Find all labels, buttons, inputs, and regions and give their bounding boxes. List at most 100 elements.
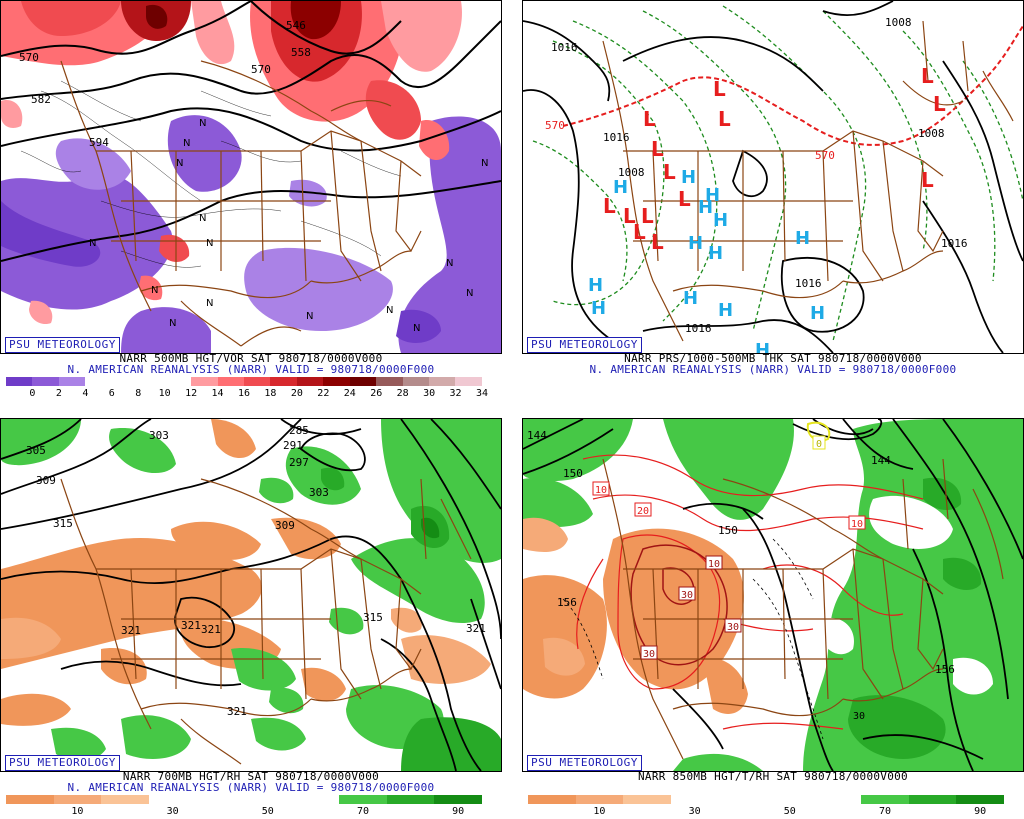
colorbar-swatch xyxy=(376,377,403,386)
low-pressure-symbol: L xyxy=(678,187,691,211)
colorbar-swatch xyxy=(908,795,957,804)
panel-pressure-thickness: 1016 1008 1016 1008 1016 1008 1016 1016 … xyxy=(522,0,1024,400)
colorbar-tick-label: 24 xyxy=(343,388,356,399)
high-pressure-symbol: H xyxy=(713,210,728,231)
height-label: 144 xyxy=(527,429,547,442)
height-label: 321 xyxy=(201,623,221,636)
colorbar-swatch xyxy=(32,377,59,386)
vort-min-symbol: N xyxy=(199,213,206,224)
map-850mb-hgt-t-rh: 144 150 144 150 156 156 0 10 20 10 10 30 xyxy=(522,418,1024,772)
thickness-label: 570 xyxy=(815,149,835,162)
height-label: 309 xyxy=(275,519,295,532)
panel-700mb-rh: 303 305 309 291 297 285 303 315 309 321 … xyxy=(0,418,502,818)
high-pressure-symbol: H xyxy=(705,185,720,206)
colorbar-tick-label: 70 xyxy=(878,806,892,817)
colorbar-tick-label: 6 xyxy=(108,388,115,399)
colorbar-swatch xyxy=(386,795,435,804)
height-label: 150 xyxy=(718,524,738,537)
isotherm-label: 30 xyxy=(681,590,693,601)
product-caption: NARR PRS/1000-500MB THK SAT 980718/0000V… xyxy=(624,352,922,365)
vort-contour-label: 570 xyxy=(251,63,271,76)
high-pressure-symbol: H xyxy=(755,340,770,353)
colorbar-swatch xyxy=(956,795,1004,804)
height-label: 321 xyxy=(466,622,486,635)
colorbar-swatch xyxy=(861,795,909,804)
vort-min-symbol: N xyxy=(199,118,206,129)
psu-logo-label: PSU METEOROLOGY xyxy=(527,755,642,771)
colorbar-swatch xyxy=(6,377,33,386)
vort-min-symbol: N xyxy=(206,298,213,309)
psu-logo-label: PSU METEOROLOGY xyxy=(527,337,642,353)
colorbar-tick-label: 18 xyxy=(264,388,277,399)
isobar-label: 1008 xyxy=(918,127,945,140)
height-label: 315 xyxy=(363,611,383,624)
isotherm-label: 30 xyxy=(853,711,865,722)
vort-contour-label: 594 xyxy=(89,136,109,149)
colorbar-tick-label: 26 xyxy=(370,388,383,399)
height-label: 309 xyxy=(36,474,56,487)
vort-min-symbol: N xyxy=(413,323,420,334)
low-pressure-symbol: L xyxy=(713,77,726,101)
colorbar-swatch xyxy=(191,377,218,386)
height-label: 144 xyxy=(871,454,891,467)
colorbar-tick-label: 28 xyxy=(396,388,409,399)
vort-min-symbol: N xyxy=(386,305,393,316)
low-pressure-symbol: L xyxy=(933,92,946,116)
high-pressure-symbol: H xyxy=(810,303,825,324)
height-label: 321 xyxy=(227,705,247,718)
vort-min-symbol: N xyxy=(169,318,176,329)
isotherm-label: 20 xyxy=(637,506,649,517)
low-pressure-symbol: L xyxy=(921,64,934,88)
colorbar-tick-label: 10 xyxy=(71,806,84,817)
vort-contour-label: 570 xyxy=(19,51,39,64)
high-pressure-symbol: H xyxy=(718,300,733,321)
height-label: 291 xyxy=(283,439,303,452)
isotherm-label: 0 xyxy=(816,439,822,450)
high-pressure-symbol: H xyxy=(698,197,713,218)
psu-logo-label: PSU METEOROLOGY xyxy=(5,337,120,353)
colorbar-swatch xyxy=(6,795,54,804)
high-pressure-symbol: H xyxy=(588,275,603,296)
valid-caption: N. AMERICAN REANALYSIS (NARR) VALID = 98… xyxy=(67,781,435,794)
height-label: 297 xyxy=(289,456,309,469)
colorbar-tick-label: 30 xyxy=(423,388,436,399)
vort-min-symbol: N xyxy=(183,138,190,149)
vort-min-symbol: N xyxy=(176,158,183,169)
high-pressure-symbol: H xyxy=(591,298,606,319)
vort-contour-label: 546 xyxy=(286,19,306,32)
colorbar-tick-label: 50 xyxy=(783,806,796,817)
vort-min-symbol: N xyxy=(89,238,96,249)
panel-500mb-vorticity: 570 582 594 546 558 570 N N N N N N N N … xyxy=(0,0,502,400)
vort-min-symbol: N xyxy=(481,158,488,169)
colorbar-swatch xyxy=(243,377,271,386)
colorbar-tick-label: 10 xyxy=(593,806,606,817)
product-caption: NARR 700MB HGT/RH SAT 980718/0000V000 xyxy=(122,770,380,783)
vorticity-colorbar xyxy=(6,377,482,386)
height-label: 303 xyxy=(149,429,169,442)
colorbar-swatch xyxy=(58,377,86,386)
colorbar-swatch xyxy=(270,377,297,386)
isobar-label: 1016 xyxy=(795,277,822,290)
high-pressure-symbol: H xyxy=(681,167,696,188)
vort-min-symbol: N xyxy=(466,288,473,299)
low-pressure-symbol: L xyxy=(641,204,654,228)
colorbar-tick-label: 12 xyxy=(185,388,198,399)
colorbar-swatch xyxy=(111,377,139,386)
high-pressure-symbol: H xyxy=(795,228,810,249)
colorbar-swatch xyxy=(402,377,429,386)
colorbar-swatch xyxy=(575,795,624,804)
low-pressure-symbol: L xyxy=(663,160,676,184)
low-pressure-symbol: L xyxy=(718,107,731,131)
isobar-label: 1016 xyxy=(603,131,630,144)
colorbar-swatch xyxy=(323,377,350,386)
colorbar-tick-label: 34 xyxy=(475,388,489,399)
colorbar-tick-label: 70 xyxy=(356,806,370,817)
height-label: 150 xyxy=(563,467,583,480)
valid-caption: N. AMERICAN REANALYSIS (NARR) VALID = 98… xyxy=(67,363,435,376)
height-label: 305 xyxy=(26,444,46,457)
vort-contour-label: 582 xyxy=(31,93,51,106)
panel-850mb-hgt-t-rh: 144 150 144 150 156 156 0 10 20 10 10 30 xyxy=(522,418,1024,818)
colorbar-tick-label: 0 xyxy=(29,388,36,399)
colorbar-swatch xyxy=(101,795,149,804)
high-pressure-symbol: H xyxy=(688,233,703,254)
